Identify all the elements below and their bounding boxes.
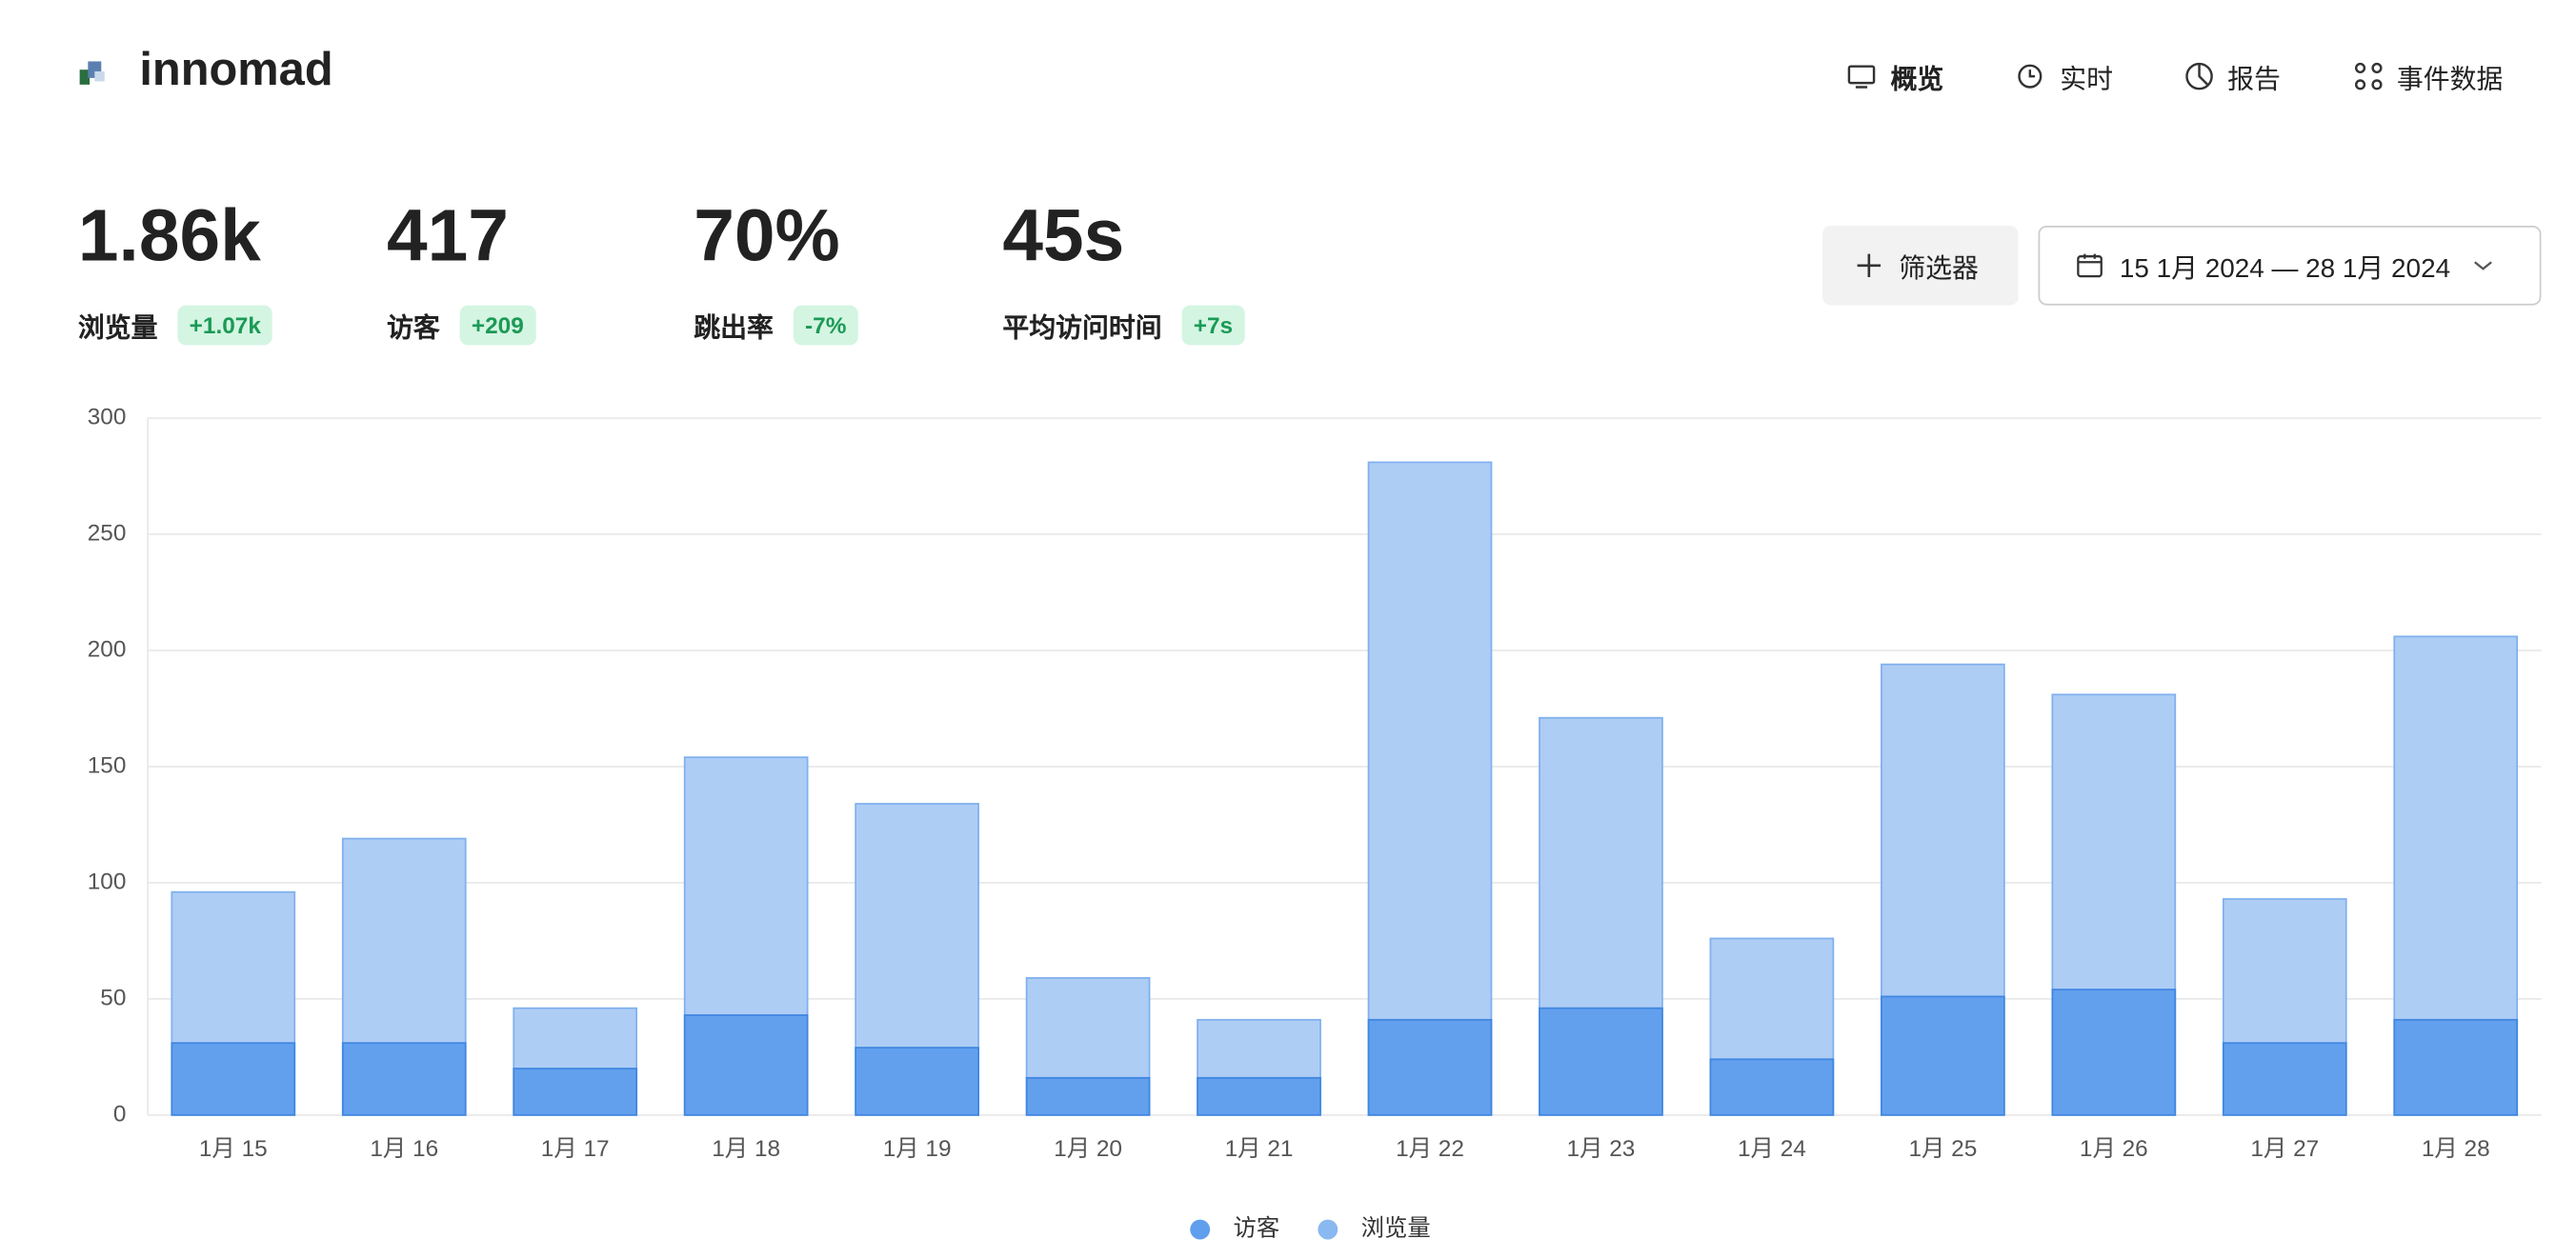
bar [2393,1018,2519,1116]
bar [1197,1076,1321,1116]
brand[interactable]: innomad [139,43,333,95]
nav-label: 报告 [2227,66,2281,95]
x-tick-label: 1月 20 [1054,1136,1122,1162]
x-tick-label: 1月 19 [883,1136,952,1162]
stat-value: 70% [694,195,840,277]
stat-label-row: 跳出率 -7% [694,305,858,346]
bar [171,1042,296,1116]
stat-label: 跳出率 [694,315,774,344]
icon [2185,62,2213,90]
date-picker[interactable]: 15 1月 2024 — 28 1月 2024 [2038,225,2542,306]
stat-value: 1.86k [77,195,261,277]
nav-item[interactable]: 实时 [2017,56,2113,96]
bar [2222,1042,2347,1116]
bar [1709,1058,1835,1116]
x-tick-label: 1月 24 [1738,1136,1806,1162]
nav-item[interactable]: 事件数据 [2354,56,2504,96]
nav-item[interactable]: 报告 [2184,56,2281,96]
x-tick-label: 1月 26 [2080,1136,2148,1162]
y-tick-label: 200 [88,636,127,662]
logo [79,61,105,85]
bar [513,1068,638,1116]
y-tick-label: 300 [88,404,127,430]
icon [1847,65,1876,89]
nav-label: 概览 [1890,66,1944,95]
x-tick-label: 1月 28 [2422,1136,2490,1162]
x-tick-label: 1月 27 [2250,1136,2319,1162]
filter-button[interactable]: 筛选器 [1822,225,2019,306]
bar [2051,989,2177,1116]
bar [683,1014,809,1116]
x-tick-label: 1月 23 [1567,1136,1636,1162]
legend-swatch [1190,1219,1211,1240]
bar [855,1047,979,1116]
nav-item[interactable]: 概览 [1847,56,1943,96]
nav-label: 事件数据 [2396,66,2504,95]
icon [2077,253,2103,278]
stat-value: 45s [1002,195,1125,277]
change-badge: +7s [1181,305,1245,346]
chevron [2474,261,2493,270]
y-tick-label: 50 [100,985,126,1010]
stat-label-row: 浏览量 +1.07k [77,305,273,346]
chart: 0 50 100 150 200 250 300 1月 15 1月 16 1月 17 1月 18 1月… [88,404,2542,1241]
stat-label-row: 平均访问时间 +7s [1002,305,1245,346]
change-badge: -7% [793,305,858,346]
x-tick-label: 1月 25 [1908,1136,1977,1162]
bar [1881,995,2005,1116]
stat-label: 访客 [386,315,440,344]
date-label: 15 1月 2024 — 28 1月 2024 [2119,255,2451,284]
legend-label: 浏览量 [1361,1215,1431,1241]
bar [1367,1018,1493,1116]
stat-label: 平均访问时间 [1002,315,1162,344]
change-badge: +1.07k [177,305,273,346]
y-tick-label: 0 [113,1101,127,1127]
stat-value: 417 [386,195,509,277]
y-tick-label: 250 [88,520,127,546]
legend-swatch [1318,1219,1338,1240]
bar [1539,1007,1663,1116]
x-tick-label: 1月 16 [370,1136,438,1162]
y-tick-label: 100 [88,869,127,894]
bar [1367,461,1493,1116]
y-tick-label: 150 [88,752,127,778]
bar [341,1042,467,1116]
stat-label: 浏览量 [77,315,158,344]
stat-label-row: 访客 +209 [386,305,536,346]
change-badge: +209 [459,305,536,346]
x-tick-label: 1月 21 [1225,1136,1294,1162]
legend-label: 访客 [1234,1215,1280,1241]
bar [1025,1076,1151,1116]
icon [2354,62,2383,90]
nav-label: 实时 [2060,66,2113,95]
x-tick-label: 1月 18 [712,1136,780,1162]
icon [1857,253,1882,277]
icon [2018,64,2043,89]
x-tick-label: 1月 22 [1396,1136,1464,1162]
x-tick-label: 1月 17 [541,1136,610,1162]
button-label: 筛选器 [1899,255,1979,284]
x-tick-label: 1月 15 [199,1136,268,1162]
